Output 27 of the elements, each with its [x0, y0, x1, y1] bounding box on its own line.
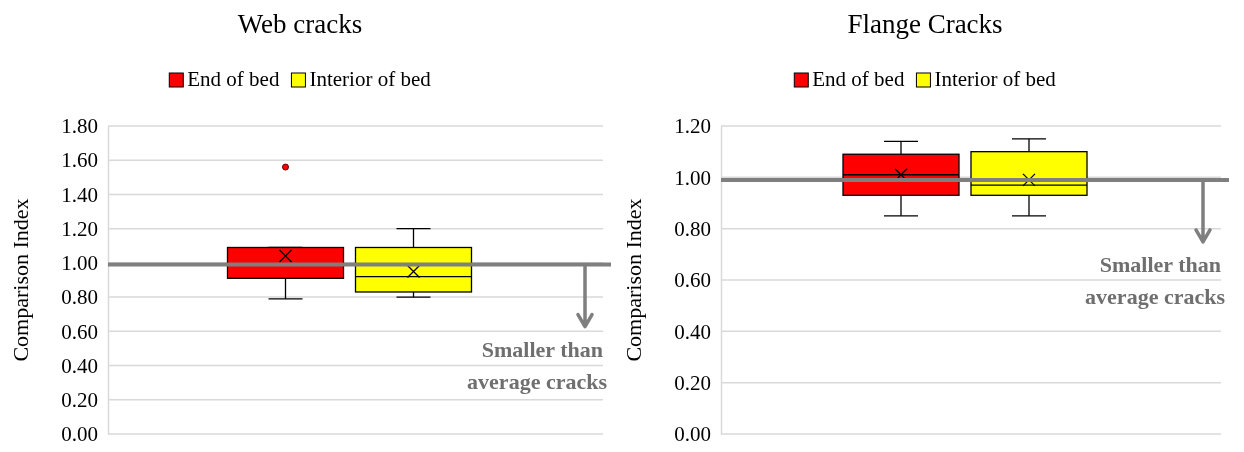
y-axis-title: Comparison Index	[8, 198, 33, 362]
y-tick-label: 0.60	[61, 319, 98, 344]
y-tick-label: 0.80	[61, 285, 98, 310]
y-tick-label: 1.20	[674, 114, 711, 139]
y-tick-label: 0.20	[674, 370, 711, 395]
legend-label: Interior of bed	[934, 67, 1057, 91]
y-tick-label: 1.20	[61, 216, 98, 241]
y-tick-label: 1.40	[61, 182, 98, 207]
y-tick-label: 0.20	[61, 388, 98, 412]
y-tick-label: 1.80	[61, 114, 98, 139]
y-tick-label: 0.80	[674, 216, 711, 241]
y-tick-label: 0.00	[61, 422, 98, 447]
chart-title: Flange Cracks	[847, 9, 1003, 39]
chart-title: Web cracks	[237, 9, 363, 39]
legend-label: End of bed	[812, 67, 905, 91]
y-tick-label: 1.00	[674, 165, 711, 190]
legend-label: End of bed	[187, 67, 280, 91]
y-axis-title: Comparison Index	[621, 198, 646, 362]
y-tick-label: 0.40	[61, 353, 98, 378]
annotation: Smaller than average cracks	[1085, 251, 1226, 309]
legend-label: Interior of bed	[309, 67, 432, 91]
annotation: Smaller than average cracks	[467, 336, 608, 394]
y-tick-label: 0.40	[674, 319, 711, 344]
y-tick-label: 1.00	[61, 251, 98, 276]
y-tick-label: 0.00	[674, 422, 711, 447]
y-tick-label: 1.60	[61, 148, 98, 173]
y-tick-label: 0.60	[674, 268, 711, 293]
